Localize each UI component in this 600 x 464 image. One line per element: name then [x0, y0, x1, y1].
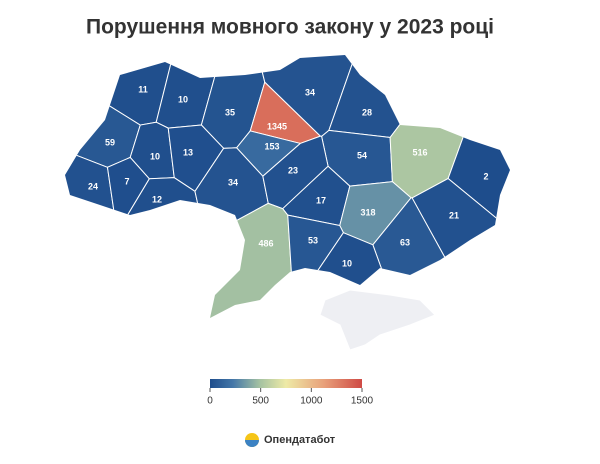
region-label: 35: [225, 107, 235, 117]
region-label: 1345: [267, 121, 287, 131]
brand: Опендатабот: [264, 434, 336, 446]
region-label: 486: [258, 238, 273, 248]
region: [65, 140, 118, 318]
region-label: 34: [228, 177, 238, 187]
region-label: 53: [308, 235, 318, 245]
region-label: 17: [316, 195, 326, 205]
region-label: 24: [88, 181, 98, 191]
region-label: 7: [124, 176, 129, 186]
region-label: 13: [183, 147, 193, 157]
region: [167, 202, 295, 318]
region-label: 2: [483, 171, 488, 181]
colorbar-tick-label: 500: [252, 396, 269, 407]
region-label: 23: [288, 165, 298, 175]
colorbar: [210, 379, 362, 388]
logo-half: [245, 440, 259, 447]
region-label: 63: [400, 237, 410, 247]
region-label: 10: [150, 151, 160, 161]
region-label: 28: [362, 107, 372, 117]
colorbar-tick-label: 1000: [300, 396, 323, 407]
colorbar-tick-label: 1500: [351, 396, 374, 407]
colorbar-ticks: 0 500 1000 1500: [207, 388, 374, 407]
region-labels: 11 10 35 1345 153 34 28 59 10 13 54 516 24 7 12 34 23 2 17…: [88, 84, 489, 268]
region-label: 54: [357, 150, 367, 160]
crimea: [319, 289, 436, 351]
colorbar-tick-label: 0: [207, 396, 213, 407]
region-label: 516: [412, 147, 427, 157]
region-label: 21: [449, 210, 459, 220]
region-label: 11: [138, 84, 148, 94]
region-label: 10: [342, 258, 352, 268]
region-label: 12: [152, 194, 162, 204]
region-label: 10: [178, 94, 188, 104]
region-label: 59: [105, 137, 115, 147]
region-label: 318: [360, 207, 375, 217]
region-label: 153: [264, 141, 279, 151]
region: [328, 55, 465, 139]
region-label: 34: [305, 87, 315, 97]
title: Порушення мовного закону у 2023 році: [86, 16, 494, 39]
regions: [65, 55, 510, 318]
